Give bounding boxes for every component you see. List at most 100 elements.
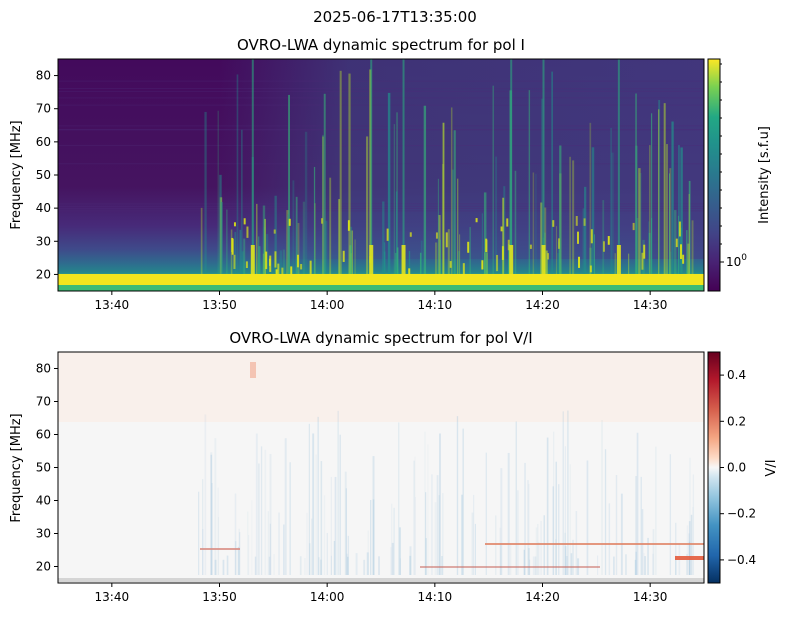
vi-streak	[425, 492, 427, 575]
burst-streak	[366, 136, 369, 274]
vi-streak	[552, 486, 554, 575]
vi-streak	[620, 493, 623, 575]
burst-blob	[233, 254, 236, 269]
y-axis-label-top: Frequency [MHz]	[9, 120, 24, 229]
burst-streak	[508, 244, 511, 274]
vi-streak	[625, 554, 627, 575]
burst-streak	[262, 205, 266, 274]
burst-streak	[589, 247, 592, 274]
y-tick-label-top: 40	[36, 201, 51, 215]
vi-streak	[604, 449, 607, 575]
burst-streak	[544, 207, 547, 274]
vi-streak	[414, 456, 416, 575]
burst-streak	[669, 168, 672, 274]
burst-blob	[643, 244, 646, 259]
burst-streak	[453, 130, 456, 274]
vi-streak	[251, 500, 253, 575]
vi-streak	[306, 512, 308, 575]
burst-blob	[632, 222, 635, 231]
vi-streak	[688, 533, 690, 575]
burst-blob	[246, 226, 249, 238]
burst-streak	[419, 252, 422, 274]
vi-streak	[210, 452, 213, 575]
burst-blob	[641, 252, 644, 270]
vi-streak	[517, 490, 519, 575]
x-tick-label-bottom: 14:30	[633, 590, 668, 604]
burst-streak	[322, 134, 324, 274]
burst-streak	[636, 217, 639, 274]
vi-streak	[436, 475, 439, 575]
burst-blob	[277, 263, 280, 278]
vi-streak	[346, 553, 349, 575]
vi-streak	[267, 511, 269, 575]
colorbar-vi-tick-label: 0.2	[727, 414, 746, 428]
rfi-line	[58, 210, 704, 212]
burst-streak	[279, 250, 283, 274]
vi-streak	[355, 553, 358, 575]
burst-streak	[545, 250, 548, 274]
vi-streak	[308, 543, 311, 575]
vi-streak	[409, 555, 412, 575]
colorbar-vi-tick-label: 0.0	[727, 461, 746, 475]
burst-streak	[287, 214, 289, 274]
burst-blob	[682, 254, 685, 264]
x-tick-label-top: 14:30	[633, 298, 668, 312]
vi-streak	[238, 532, 241, 575]
x-tick-label-bottom: 13:40	[95, 590, 130, 604]
rfi-line	[58, 129, 704, 131]
burst-blob	[386, 228, 389, 241]
y-tick-label-bottom: 50	[36, 461, 51, 475]
burst-streak	[688, 180, 691, 274]
burst-streak	[666, 144, 668, 274]
strong-burst	[542, 59, 545, 274]
burst-streak	[635, 93, 637, 274]
vi-streak	[438, 495, 440, 575]
vi-streak	[284, 438, 287, 575]
rfi-line	[58, 203, 704, 205]
vi-streak	[555, 539, 557, 575]
burst-blob	[274, 251, 277, 268]
burst-streak	[502, 197, 505, 274]
burst-blob	[320, 218, 323, 224]
burst-streak	[220, 202, 223, 274]
burst-streak	[551, 71, 553, 274]
vi-streak	[344, 471, 347, 575]
vi-streak	[198, 491, 200, 575]
burst-streak	[219, 174, 222, 274]
vi-streak	[339, 434, 341, 575]
burst-blob	[265, 251, 268, 270]
vi-streak	[558, 484, 560, 575]
pol-i-axes: 13:40 13:50 14:00 14:10 14:20 14:30 20 30 40 50 60…	[36, 69, 668, 312]
vi-streak	[442, 493, 444, 575]
strong-burst-core	[616, 245, 621, 274]
strong-burst-core	[401, 245, 406, 274]
vi-streak	[534, 556, 537, 575]
burst-streak	[241, 129, 243, 274]
vi-red-spot	[250, 362, 256, 378]
vi-red-streak	[485, 543, 704, 545]
burst-blob	[578, 256, 581, 268]
burst-blob	[467, 241, 470, 253]
burst-streak	[348, 73, 351, 275]
colorbar-vi-tick-label: −0.4	[727, 553, 756, 567]
burst-streak	[282, 249, 285, 274]
vi-streak	[390, 547, 392, 575]
vi-streak	[299, 556, 302, 575]
vi-streak	[278, 512, 280, 575]
burst-blob	[675, 238, 678, 248]
burst-streak	[264, 218, 266, 274]
burst-blob	[607, 236, 610, 245]
vi-streak	[509, 543, 512, 575]
vi-streak	[438, 433, 441, 575]
burst-blob	[590, 229, 593, 244]
vi-streak	[238, 528, 240, 575]
strong-burst	[370, 59, 373, 274]
vi-streak	[210, 454, 213, 575]
burst-streak	[483, 192, 487, 274]
colorbar-vi: 0.4 0.2 0.0 −0.2 −0.4 V/I	[707, 351, 779, 584]
pol-i-bright-band	[58, 274, 704, 285]
vi-streak	[636, 432, 639, 575]
y-tick-label-top: 60	[36, 135, 51, 149]
vi-streak	[258, 463, 260, 575]
